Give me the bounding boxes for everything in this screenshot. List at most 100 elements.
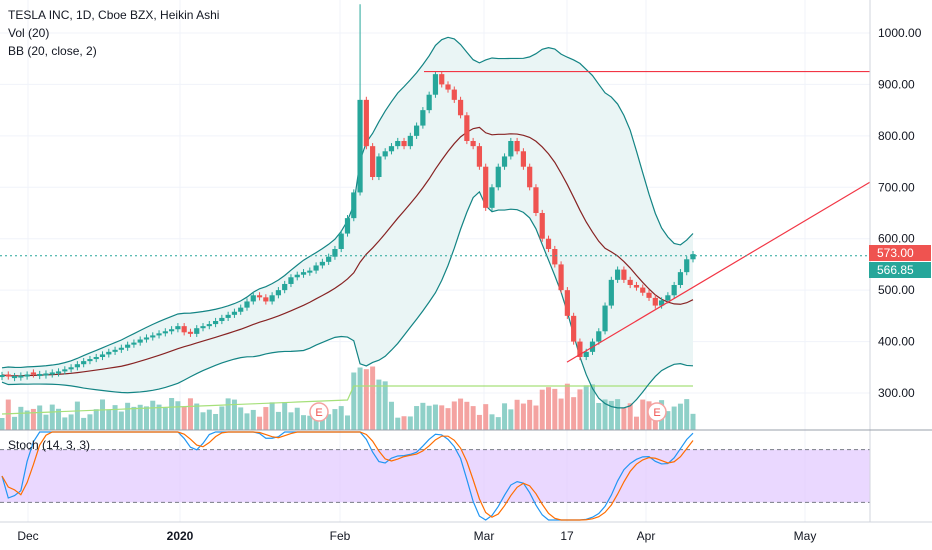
drawings[interactable]	[0, 70, 871, 363]
candle-body[interactable]	[564, 290, 570, 316]
candle-body[interactable]	[395, 141, 401, 147]
candle-body[interactable]	[407, 135, 413, 147]
candle-body[interactable]	[483, 166, 489, 208]
candle-body[interactable]	[457, 99, 464, 116]
candle-body[interactable]	[231, 311, 238, 315]
candle-body[interactable]	[671, 285, 677, 296]
candle-body[interactable]	[18, 375, 24, 378]
candle-body[interactable]	[439, 74, 445, 85]
candle-body[interactable]	[571, 315, 577, 342]
candle-body[interactable]	[181, 326, 187, 333]
candle-body[interactable]	[62, 369, 68, 372]
candle-body[interactable]	[376, 156, 382, 177]
candle-body[interactable]	[464, 115, 470, 141]
support-trendline[interactable]	[566, 181, 871, 363]
candle-body[interactable]	[527, 166, 533, 188]
candle-body[interactable]	[344, 218, 351, 234]
candle-body[interactable]	[187, 331, 194, 334]
candle-body[interactable]	[5, 374, 11, 377]
price-axis[interactable]: 300.00 400.00 500.00 600.00 700.00 800.00 900.…	[878, 26, 922, 400]
candle-body[interactable]	[269, 295, 275, 302]
candle-body[interactable]	[388, 146, 395, 152]
candle-body[interactable]	[118, 347, 124, 350]
candle-body[interactable]	[326, 256, 332, 262]
candle-body[interactable]	[508, 141, 514, 157]
candle-body[interactable]	[363, 99, 369, 147]
candle-body[interactable]	[658, 300, 665, 306]
candle-body[interactable]	[24, 374, 30, 377]
candle-body[interactable]	[451, 89, 457, 100]
candle-body[interactable]	[55, 371, 62, 374]
candle-body[interactable]	[552, 249, 558, 265]
candle-body[interactable]	[99, 354, 106, 357]
candle-body[interactable]	[319, 261, 325, 266]
candle-body[interactable]	[49, 372, 55, 375]
candle-body[interactable]	[577, 341, 583, 357]
candle-body[interactable]	[150, 335, 156, 338]
candle-body[interactable]	[81, 361, 87, 365]
candle-body[interactable]	[112, 349, 118, 352]
candle-body[interactable]	[162, 331, 168, 334]
candle-body[interactable]	[238, 307, 244, 312]
candle-body[interactable]	[514, 141, 520, 152]
candle-body[interactable]	[596, 331, 602, 342]
candle-body[interactable]	[690, 254, 696, 260]
candle-body[interactable]	[470, 141, 476, 147]
candle-body[interactable]	[370, 146, 376, 177]
candle-body[interactable]	[677, 272, 684, 285]
candle-body[interactable]	[106, 351, 112, 355]
candle-body[interactable]	[307, 270, 313, 273]
candle-body[interactable]	[250, 295, 256, 302]
symbol-legend[interactable]: TESLA INC, 1D, Cboe BZX, Heikin Ashi	[8, 8, 220, 22]
candle-body[interactable]	[357, 99, 363, 193]
candle-body[interactable]	[476, 146, 483, 167]
candle-body[interactable]	[401, 141, 407, 147]
candle-body[interactable]	[533, 187, 539, 213]
candle-body[interactable]	[263, 297, 269, 302]
candle-body[interactable]	[338, 233, 344, 249]
candle-body[interactable]	[414, 125, 420, 136]
volume-legend[interactable]: Vol (20)	[8, 26, 50, 40]
candle-body[interactable]	[351, 192, 357, 219]
candle-body[interactable]	[30, 372, 37, 375]
candle-body[interactable]	[275, 290, 281, 296]
candle-body[interactable]	[300, 272, 307, 275]
candle-body[interactable]	[382, 151, 388, 157]
candle-body[interactable]	[489, 187, 495, 208]
earnings-marker[interactable]	[309, 402, 329, 422]
candle-body[interactable]	[495, 166, 501, 188]
candle-body[interactable]	[125, 344, 131, 348]
candle-body[interactable]	[633, 285, 640, 288]
time-axis[interactable]: Dec 2020 Feb Mar 17 Apr May	[17, 529, 816, 543]
candle-body[interactable]	[282, 283, 288, 291]
candle-body[interactable]	[225, 314, 231, 318]
candle-body[interactable]	[445, 84, 451, 90]
candle-body[interactable]	[156, 333, 162, 336]
candle-body[interactable]	[294, 274, 300, 278]
candle-body[interactable]	[169, 329, 175, 332]
candle-body[interactable]	[219, 317, 225, 321]
candles[interactable]	[0, 4, 696, 382]
candle-body[interactable]	[583, 351, 589, 357]
candle-body[interactable]	[313, 265, 319, 271]
candle-body[interactable]	[175, 326, 181, 330]
candle-body[interactable]	[539, 213, 545, 239]
candle-body[interactable]	[602, 305, 608, 332]
candle-body[interactable]	[520, 151, 526, 167]
candle-body[interactable]	[206, 324, 212, 327]
candle-body[interactable]	[244, 301, 250, 308]
candle-body[interactable]	[200, 326, 206, 329]
candle-body[interactable]	[652, 297, 658, 306]
candle-body[interactable]	[501, 156, 508, 167]
candle-body[interactable]	[621, 269, 627, 280]
stoch-legend[interactable]: Stoch (14, 3, 3)	[8, 438, 91, 452]
candle-body[interactable]	[432, 74, 439, 95]
candle-body[interactable]	[0, 375, 5, 378]
candle-body[interactable]	[558, 264, 564, 291]
candle-body[interactable]	[137, 339, 143, 343]
candle-body[interactable]	[256, 295, 263, 298]
candle-body[interactable]	[615, 269, 621, 280]
candle-body[interactable]	[288, 277, 294, 284]
